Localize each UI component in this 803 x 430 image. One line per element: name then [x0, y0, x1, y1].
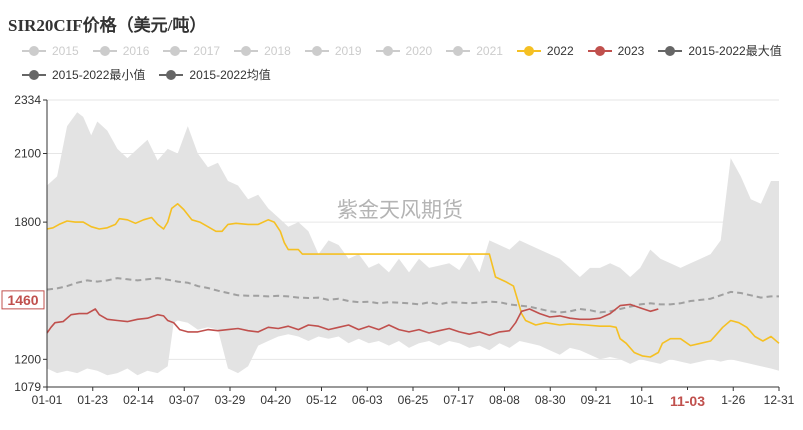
y-crosshair-label-box [1, 290, 45, 310]
legend-item-1[interactable]: 2016 [92, 40, 150, 62]
x-tick-label: 06-03 [352, 393, 383, 407]
legend-label: 2015-2022最大值 [688, 44, 782, 58]
x-tick-label: 09-21 [581, 393, 612, 407]
legend-item-11[interactable]: 2015-2022均值 [159, 64, 271, 86]
x-tick-label: 03-29 [215, 393, 246, 407]
x-tick-label: 08-08 [489, 393, 520, 407]
x-tick-label: 07-17 [443, 393, 474, 407]
legend-label: 2018 [264, 44, 291, 58]
chart-title: SIR20CIF价格（美元/吨） [8, 16, 207, 35]
x-tick-label: 10-1 [630, 393, 654, 407]
legend-marker-icon [22, 45, 46, 57]
legend-item-0[interactable]: 2015 [22, 40, 79, 62]
legend-label: 2017 [193, 44, 221, 58]
legend-marker-icon [375, 45, 400, 57]
legend-label: 2019 [334, 44, 362, 58]
legend-label: 2020 [405, 44, 433, 58]
crosshair-labels: 1460 11-03 [1, 290, 714, 410]
legend-item-7[interactable]: 2022 [516, 40, 574, 62]
legend-item-6[interactable]: 2021 [446, 40, 503, 62]
legend-marker-icon [22, 69, 46, 81]
legend-label: 2016 [122, 44, 150, 58]
y-tick-label: 1200 [14, 352, 41, 366]
legend-item-2[interactable]: 2017 [163, 40, 220, 62]
legend: 2015 2016 2017 2018 2019 2020 2021 2022 2023 2015… [22, 40, 802, 88]
legend-item-10[interactable]: 2015-2022最小值 [22, 64, 145, 86]
watermark-text: 紫金天风期货 [337, 198, 463, 222]
max-min-band-area [47, 112, 779, 376]
legend-item-9[interactable]: 2015-2022最大值 [658, 40, 782, 62]
x-tick-label: 03-07 [169, 393, 200, 407]
legend-label: 2015-2022最小值 [52, 68, 146, 82]
x-tick-label: 1-26 [721, 393, 745, 407]
legend-item-4[interactable]: 2019 [304, 40, 362, 62]
series-line-2022 [46, 203, 780, 358]
x-tick-label: 02-14 [123, 393, 154, 407]
x-tick-label: 01-01 [32, 393, 63, 407]
legend-label: 2021 [476, 44, 503, 58]
legend-marker-icon [304, 45, 329, 57]
legend-marker-icon [92, 45, 117, 57]
x-tick-label: 12-31 [764, 393, 795, 407]
legend-label: 2023 [617, 44, 645, 58]
x-tick-label: 06-25 [398, 393, 429, 407]
legend-label: 2022 [546, 44, 574, 58]
legend-label: 2015 [52, 44, 79, 58]
legend-item-3[interactable]: 2018 [234, 40, 291, 62]
series-line-2015-2022均值 [46, 277, 779, 314]
x-crosshair-label: 11-03 [670, 393, 705, 409]
x-tick-label: 08-30 [535, 393, 566, 407]
y-tick-label: 2100 [14, 147, 41, 161]
legend-marker-icon [516, 45, 541, 57]
legend-item-8[interactable]: 2023 [587, 40, 645, 62]
y-crosshair-label: 1460 [7, 292, 38, 308]
y-tick-label: 1800 [14, 215, 41, 229]
series-lines [46, 203, 780, 358]
x-tick-label: 01-23 [77, 393, 108, 407]
legend-marker-icon [163, 45, 188, 57]
legend-item-5[interactable]: 2020 [375, 40, 433, 62]
max-min-band [47, 112, 779, 376]
y-tick-label: 1079 [14, 380, 41, 394]
legend-marker-icon [658, 45, 683, 57]
legend-marker-icon [234, 45, 259, 57]
legend-label: 2015-2022均值 [189, 68, 271, 82]
x-tick-label: 05-12 [306, 393, 337, 407]
series-line-2023 [46, 303, 659, 337]
legend-marker-icon [446, 45, 471, 57]
x-tick-label: 04-20 [260, 393, 291, 407]
x-crosshair-label-box [661, 390, 714, 410]
legend-marker-icon [587, 45, 612, 57]
y-tick-label: 2334 [14, 93, 41, 107]
legend-marker-icon [159, 69, 184, 81]
